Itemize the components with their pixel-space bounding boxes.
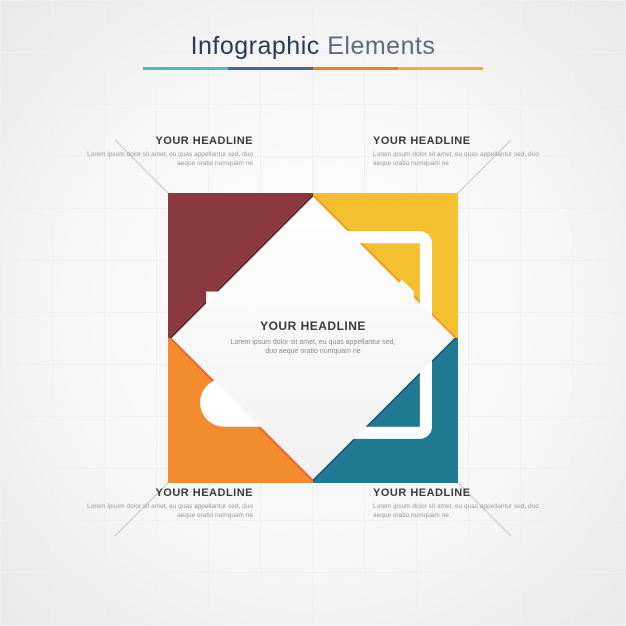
infographic-stage: YOUR HEADLINE Lorem ipsum dolor sit amet… bbox=[168, 193, 458, 483]
callout-br-body: Lorem ipsum dolor sit amet, eu quas appe… bbox=[373, 503, 548, 521]
title-underline bbox=[143, 67, 483, 70]
underline-seg-4 bbox=[398, 67, 483, 70]
callout-tr-body: Lorem ipsum dolor sit amet, eu quas appe… bbox=[373, 151, 548, 169]
underline-seg-3 bbox=[313, 67, 398, 70]
underline-seg-2 bbox=[228, 67, 313, 70]
callout-top-right: YOUR HEADLINE Lorem ipsum dolor sit amet… bbox=[373, 135, 548, 169]
callout-bottom-right: YOUR HEADLINE Lorem ipsum dolor sit amet… bbox=[373, 487, 548, 521]
underline-seg-1 bbox=[143, 67, 228, 70]
callout-tl-headline: YOUR HEADLINE bbox=[78, 135, 253, 147]
callout-top-left: YOUR HEADLINE Lorem ipsum dolor sit amet… bbox=[78, 135, 253, 169]
callout-bl-headline: YOUR HEADLINE bbox=[78, 487, 253, 499]
center-body: Lorem ipsum dolor sit amet, eu quas appe… bbox=[228, 338, 398, 357]
callout-tl-body: Lorem ipsum dolor sit amet, eu quas appe… bbox=[78, 151, 253, 169]
title-word-2: Elements bbox=[327, 32, 435, 60]
callout-tr-headline: YOUR HEADLINE bbox=[373, 135, 548, 147]
title-word-1: Infographic bbox=[191, 32, 320, 60]
callout-bl-body: Lorem ipsum dolor sit amet, eu quas appe… bbox=[78, 503, 253, 521]
callout-bottom-left: YOUR HEADLINE Lorem ipsum dolor sit amet… bbox=[78, 487, 253, 521]
page-title: Infographic Elements bbox=[191, 32, 436, 61]
quadrant-bottom-left bbox=[168, 338, 313, 483]
center-text: YOUR HEADLINE Lorem ipsum dolor sit amet… bbox=[228, 319, 398, 357]
callout-br-headline: YOUR HEADLINE bbox=[373, 487, 548, 499]
center-headline: YOUR HEADLINE bbox=[228, 319, 398, 333]
quadrant-top-right bbox=[313, 193, 458, 338]
title-block: Infographic Elements bbox=[0, 0, 626, 70]
quadrant-top-left bbox=[168, 193, 313, 338]
quadrant-bottom-right bbox=[313, 338, 458, 483]
